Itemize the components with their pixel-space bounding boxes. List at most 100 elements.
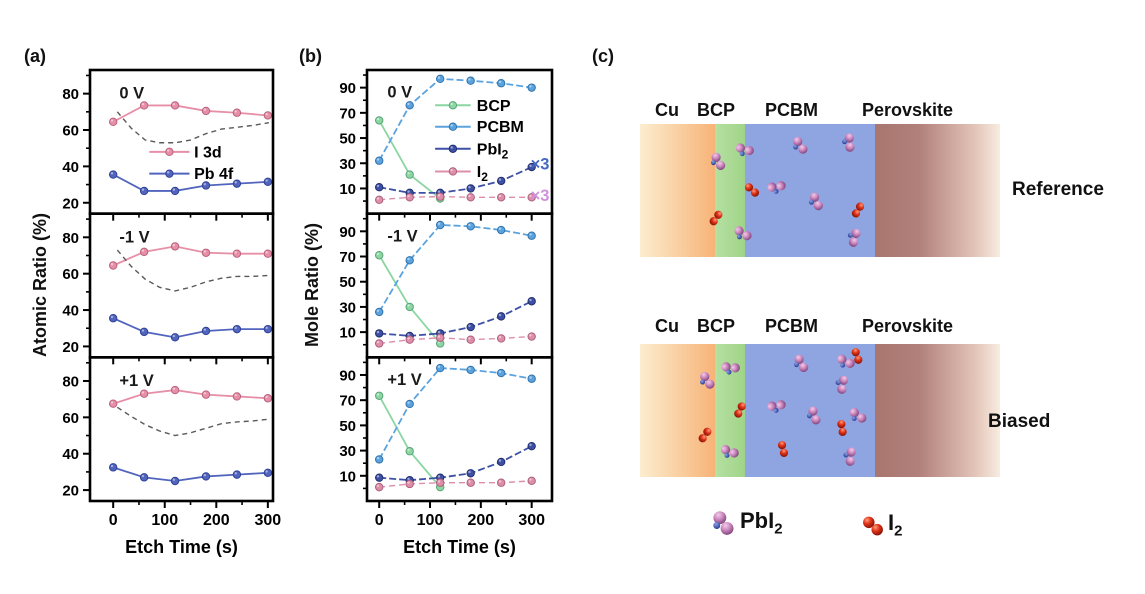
marker-highlight	[376, 475, 380, 478]
marker-I 3d	[201, 248, 211, 257]
molecules-overlay	[709, 133, 865, 247]
y-tick-label: 70	[339, 105, 356, 122]
marker-highlight	[166, 149, 170, 152]
pbi2-molecule	[793, 354, 809, 372]
marker-highlight	[376, 184, 380, 188]
marker-highlight	[265, 395, 268, 399]
reference-layer-headers: Cu BCP PCBM Perovskite	[640, 100, 1000, 124]
y-tick-label: 20	[62, 339, 79, 356]
i2-molecule	[734, 402, 746, 418]
marker-PCBM	[527, 374, 536, 383]
marker-highlight	[407, 401, 410, 404]
marker-PbI2	[466, 184, 475, 193]
marker-I 3d	[139, 247, 149, 257]
pbi2-molecule	[837, 354, 855, 368]
pbi2-molecule	[713, 511, 734, 535]
y-tick-label: 80	[62, 230, 79, 247]
marker-highlight	[437, 194, 441, 197]
marker-highlight	[110, 172, 114, 175]
series-line-Pb 4f	[112, 466, 268, 482]
x-axis-title-b: Etch Time (s)	[403, 537, 516, 557]
reference-label: Reference	[1012, 179, 1104, 200]
i2-molecule	[709, 210, 723, 226]
pbi2-molecule	[808, 192, 823, 211]
marker-Pb 4f	[108, 314, 118, 323]
marker-Pb 4f	[170, 333, 180, 342]
series-line-reference-trend	[116, 111, 269, 144]
marker-I 3d	[139, 389, 149, 398]
biased-layer-headers: Cu BCP PCBM Perovskite	[640, 316, 1000, 340]
x-tick-label: 200	[467, 512, 494, 529]
marker-I 3d	[232, 249, 242, 258]
marker-PbI2	[527, 297, 536, 306]
series-line-I2	[379, 480, 532, 488]
y-tick-label: 10	[339, 181, 356, 198]
marker-highlight	[529, 194, 532, 198]
marker-I 3d	[108, 261, 118, 270]
marker-highlight	[407, 477, 410, 481]
pbi2-molecule	[842, 133, 855, 152]
layer-label-perovskite: Perovskite	[862, 100, 954, 120]
layer-label-pcbm: PCBM	[765, 316, 818, 336]
pbi2-molecule	[806, 406, 821, 425]
marker-highlight	[407, 194, 410, 198]
marker-highlight	[450, 168, 453, 172]
legend-marker-I 3d	[165, 147, 174, 157]
marker-Pb 4f	[108, 170, 118, 179]
marker-highlight	[234, 326, 237, 330]
y-tick-label: 40	[62, 159, 79, 176]
x-tick-label: 100	[151, 512, 178, 529]
molecules-overlay	[698, 348, 867, 466]
marker-highlight	[498, 459, 502, 462]
marker-I2	[374, 482, 384, 492]
marker-PbI2	[527, 441, 536, 451]
panel-b-letter: (b)	[299, 46, 322, 66]
marker-highlight	[407, 333, 410, 336]
y-tick-label: 90	[339, 80, 356, 97]
series-line-I2	[379, 335, 532, 345]
marker-highlight	[172, 102, 176, 106]
marker-highlight	[265, 179, 268, 182]
marker-highlight	[468, 337, 471, 340]
i2-molecule	[777, 441, 789, 457]
atomic-ratio-chart: 20 40 60 80 0 V I 3d Pb 4f 20 40 60 80 -1 V 20 40 60 80…	[62, 68, 281, 557]
legend-marker-PbI2	[448, 144, 458, 153]
marker-PbI2	[466, 322, 475, 332]
marker-highlight	[376, 309, 380, 312]
marker-Pb 4f	[139, 327, 149, 337]
marker-highlight	[450, 102, 453, 106]
marker-highlight	[407, 337, 410, 340]
pbi2-molecule	[847, 228, 861, 247]
series-line-BCP	[378, 119, 441, 200]
marker-I 3d	[263, 111, 273, 120]
marker-highlight	[498, 370, 502, 373]
marker-highlight	[407, 190, 410, 193]
marker-highlight	[498, 227, 502, 230]
marker-highlight	[498, 313, 502, 317]
marker-PCBM	[405, 399, 414, 409]
annotation-0-V: 0 V	[387, 84, 412, 102]
subplot-b-1: 10 30 50 70 90 -1 V	[339, 212, 554, 365]
pbi2-molecule	[700, 371, 715, 389]
marker-highlight	[407, 172, 410, 175]
marker-highlight	[265, 112, 268, 116]
pbi2-molecule	[767, 181, 786, 194]
marker-highlight	[376, 456, 380, 460]
series-line-PCBM	[378, 224, 532, 313]
marker-highlight	[437, 335, 441, 338]
marker-I2	[435, 192, 445, 201]
marker-highlight	[141, 391, 145, 394]
marker-highlight	[468, 324, 471, 327]
marker-Pb 4f	[139, 186, 149, 196]
series-line-reference-trend	[116, 406, 269, 437]
marker-I2	[405, 479, 414, 489]
marker-I2	[466, 193, 475, 202]
y-tick-label: 30	[339, 299, 356, 316]
marker-highlight	[110, 315, 114, 319]
marker-I 3d	[263, 394, 273, 403]
pbi2-icon	[713, 511, 734, 535]
marker-highlight	[234, 110, 237, 113]
marker-highlight	[234, 251, 237, 254]
marker-PCBM	[466, 76, 475, 85]
biased-layer-bar	[640, 344, 1000, 477]
